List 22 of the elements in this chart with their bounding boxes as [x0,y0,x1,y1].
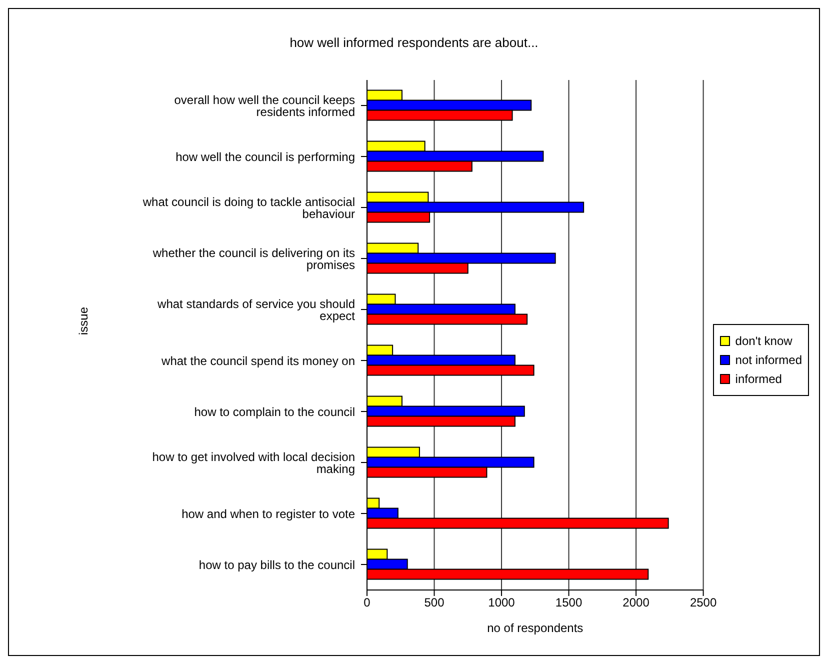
y-tick-label: whether the council is delivering on its promises [152,246,355,272]
x-tick-label: 500 [424,596,445,610]
y-tick-label: how to pay bills to the council [198,558,355,572]
y-tick-label: how and when to register to vote [182,506,356,521]
y-tick-label: how to get involved with local decision making [152,450,355,476]
chart-title: how well informed respondents are about... [288,34,540,52]
x-tick-label: 2000 [622,596,650,610]
legend-label: not informed [735,353,802,367]
y-axis-title: issue [76,306,90,335]
x-tick-label: 2500 [690,596,717,610]
x-tick-label: 1500 [555,596,582,610]
legend-label: don't know [735,334,792,348]
x-tick-label: 1000 [488,596,516,610]
y-tick-label: what council is doing to tackle antisocial behaviour [142,194,355,221]
x-axis-title: no of respondents [487,621,584,635]
y-tick-label: overall how well the council keeps residents informed [174,92,355,119]
legend-label: informed [735,372,782,386]
y-tick-label: how well the council is performing [176,150,355,164]
y-tick-label: what the council spend its money on [160,354,355,368]
x-tick-label: 0 [364,596,371,610]
y-tick-label: what standards of service you should expect [156,296,356,323]
y-tick-label: how to complain to the council [194,404,355,419]
